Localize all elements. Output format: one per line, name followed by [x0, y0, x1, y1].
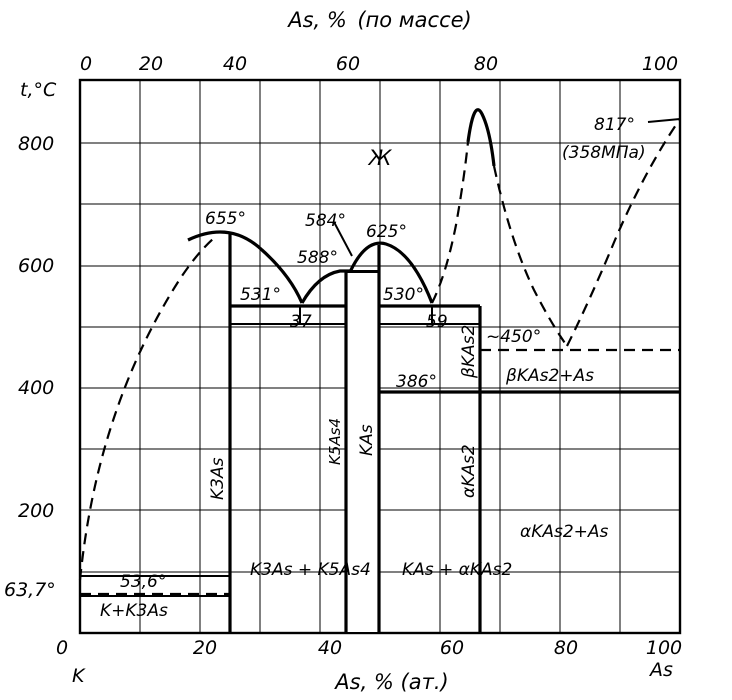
invariant-lines — [80, 118, 681, 597]
top-tick-60: 60 — [336, 53, 360, 75]
bottom-axis-title: As, % (ат.) — [333, 670, 448, 694]
left-tick-800: 800 — [18, 133, 54, 155]
label-588: 588° — [297, 248, 338, 268]
bottom-tick-60: 60 — [440, 637, 464, 659]
label-531: 531° — [240, 285, 281, 305]
bottom-end-as: As — [648, 659, 673, 681]
bottom-axis-ticks: 0 20 40 60 80 100 — [56, 637, 682, 659]
label-655: 655° — [205, 209, 246, 229]
label-beta-kas2: βKAs2 — [459, 325, 479, 379]
label-kas: KAs — [357, 424, 377, 456]
label-k3as-k5as4: K3As + K5As4 — [250, 560, 371, 580]
left-tick-400: 400 — [18, 377, 54, 399]
label-beta-kas2-as: βKAs2+As — [505, 366, 594, 386]
label-pressure: (358МПа) — [562, 143, 646, 163]
label-k-k3as: K+K3As — [100, 601, 168, 621]
left-tick-600: 600 — [18, 255, 54, 277]
label-alpha-kas2-as: αKAs2+As — [520, 522, 609, 542]
bottom-tick-0: 0 — [56, 637, 68, 659]
left-axis-ticks: 200 400 600 800 63,7° — [4, 133, 56, 601]
top-axis-ticks: 0 20 40 60 80 100 — [80, 53, 678, 75]
top-tick-20: 20 — [139, 53, 163, 75]
kas2-left-liquidus — [431, 141, 470, 304]
bottom-tick-80: 80 — [554, 637, 578, 659]
label-59: 59 — [426, 312, 448, 332]
liquidus-dashed — [78, 118, 681, 596]
k-side-liquidus — [78, 237, 215, 581]
label-386: 386° — [396, 372, 437, 392]
top-tick-100: 100 — [642, 53, 678, 75]
bottom-tick-100: 100 — [646, 637, 682, 659]
top-axis-title: As, % (по массе) — [286, 8, 471, 32]
k5as4-peritectic-branch — [300, 269, 352, 304]
label-kas-alpha-kas2: KAs + αKAs2 — [402, 560, 512, 580]
label-817: 817° — [594, 115, 635, 135]
bottom-end-k: K — [72, 665, 86, 687]
label-37: 37 — [290, 312, 312, 332]
k3as-dome — [187, 230, 304, 304]
label-k3as: K3As — [208, 457, 228, 500]
label-450: ~450° — [486, 327, 541, 347]
left-tick-63-7: 63,7° — [4, 579, 56, 601]
label-53-6: 53,6° — [120, 572, 166, 592]
label-625: 625° — [366, 222, 407, 242]
bottom-tick-20: 20 — [193, 637, 217, 659]
top-tick-0: 0 — [80, 53, 92, 75]
leader-584 — [333, 221, 353, 257]
compound-lines — [228, 232, 482, 634]
label-alpha-kas2: αKAs2 — [459, 444, 479, 498]
kas-dome — [348, 241, 434, 304]
liquidus-solid — [187, 108, 496, 304]
label-k5as4: K5As4 — [326, 418, 344, 465]
bottom-tick-40: 40 — [318, 637, 342, 659]
label-530: 530° — [383, 285, 424, 305]
left-axis-title: t,°C — [20, 79, 57, 101]
kas2-right-liquidus — [492, 165, 568, 347]
left-tick-200: 200 — [18, 500, 54, 522]
as-side-liquidus — [566, 118, 681, 347]
top-tick-80: 80 — [474, 53, 498, 75]
label-584: 584° — [305, 211, 346, 231]
kas2-peak — [466, 108, 496, 167]
top-tick-40: 40 — [223, 53, 247, 75]
leader-817 — [647, 118, 681, 123]
label-liquid: Ж — [367, 146, 393, 170]
